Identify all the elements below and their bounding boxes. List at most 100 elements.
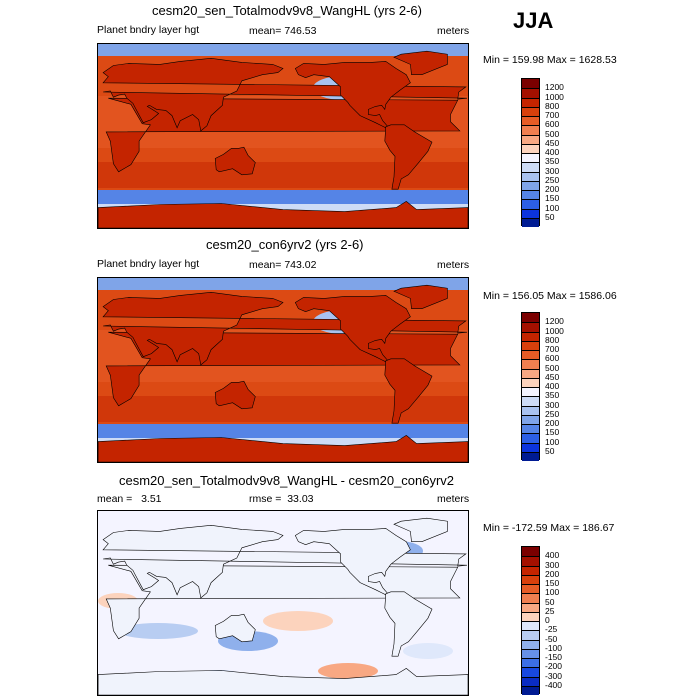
colorbar-tick-label: 200 xyxy=(545,184,560,194)
colorbar-tick-label: 700 xyxy=(545,344,560,354)
colorbar-tick-label: 150 xyxy=(545,578,560,588)
landmass-samerica xyxy=(384,124,433,190)
colorbar-tick-label: 700 xyxy=(545,110,560,120)
landmass-antarctica xyxy=(98,201,468,228)
colorbar-tick-label: 800 xyxy=(545,100,560,111)
colorbar-swatch xyxy=(522,574,539,584)
colorbar xyxy=(521,78,540,227)
landmass-greenland xyxy=(393,50,448,75)
colorbar-tick-label: 300 xyxy=(545,165,560,176)
mean-label: mean = 3.51 xyxy=(97,493,162,505)
colorbar-swatch xyxy=(522,630,539,640)
field-label: Planet bndry layer hgt xyxy=(97,258,200,270)
colorbar-swatch xyxy=(522,414,539,424)
colorbar-tick-label: 400 xyxy=(545,550,560,561)
landmass-namerica xyxy=(294,528,411,596)
landmass-eurasia xyxy=(102,524,468,599)
colorbar-swatch xyxy=(522,171,539,181)
colorbar-tick-label: 1200 xyxy=(545,82,564,93)
colorbar-tick-label: 250 xyxy=(545,174,560,185)
colorbar-swatch xyxy=(522,667,539,677)
minmax-label: Min = 156.05 Max = 1586.06 xyxy=(483,290,617,302)
colorbar-swatch xyxy=(522,405,539,415)
colorbar-tick-label: 450 xyxy=(545,137,560,148)
colorbar-swatch xyxy=(522,685,539,695)
colorbar-swatch xyxy=(522,125,539,135)
colorbar-swatch xyxy=(522,565,539,575)
colorbar-tick-label: 350 xyxy=(545,156,560,167)
world-map xyxy=(97,277,469,463)
colorbar-swatch xyxy=(522,340,539,350)
colorbar-tick-label: 400 xyxy=(545,147,560,157)
colorbar xyxy=(521,546,540,695)
colorbar-swatch xyxy=(522,199,539,209)
colorbar-tick-label: 500 xyxy=(545,128,560,139)
colorbar-tick-label: 1200 xyxy=(545,316,564,327)
colorbar-swatch xyxy=(522,208,539,218)
colorbar-tick-label: 0 xyxy=(545,615,550,625)
colorbar-tick-label: 150 xyxy=(545,193,560,204)
units-label: meters xyxy=(437,493,470,505)
landmass-greenland xyxy=(393,284,448,309)
mean-label: mean= 746.53 xyxy=(249,25,317,37)
colorbar-swatch xyxy=(522,162,539,172)
colorbar-swatch xyxy=(522,593,539,603)
colorbar-tick-label: -400 xyxy=(545,679,563,690)
colorbar-tick-label: 800 xyxy=(545,334,560,345)
rmse-label: rmse = 33.03 xyxy=(249,493,314,505)
landmass-namerica xyxy=(294,61,411,129)
landmass-eurasia xyxy=(102,291,468,366)
mean-label: mean= 743.02 xyxy=(249,259,317,271)
colorbar-tick-label: 400 xyxy=(545,381,560,391)
colorbar-swatch xyxy=(522,451,539,461)
colorbar-swatch xyxy=(522,106,539,116)
colorbar-swatch xyxy=(522,658,539,668)
colorbar-swatch xyxy=(522,584,539,594)
colorbar-swatch xyxy=(522,377,539,387)
colorbar-swatch xyxy=(522,648,539,658)
colorbar-swatch xyxy=(522,547,539,557)
colorbar-tick-label: 200 xyxy=(545,568,560,579)
map-canvas xyxy=(98,278,468,462)
minmax-label: Min = -172.59 Max = 186.67 xyxy=(483,522,615,534)
colorbar-tick-label: -300 xyxy=(545,670,563,681)
colorbar-swatch xyxy=(522,217,539,227)
world-map xyxy=(97,510,469,696)
colorbar-swatch xyxy=(522,359,539,369)
colorbar-tick-label: 250 xyxy=(545,408,560,419)
colorbar-tick-label: 350 xyxy=(545,390,560,401)
colorbar-tick-label: 100 xyxy=(545,587,560,598)
colorbar-tick-label: 1000 xyxy=(545,325,564,336)
colorbar-tick-label: 300 xyxy=(545,559,560,570)
field-label: Planet bndry layer hgt xyxy=(97,24,200,36)
colorbar-swatch xyxy=(522,313,539,323)
colorbar-swatch xyxy=(522,424,539,434)
colorbar-swatch xyxy=(522,116,539,126)
landmass-eurasia xyxy=(102,57,468,132)
colorbar-swatch xyxy=(522,97,539,107)
colorbar-tick-label: -150 xyxy=(545,652,563,662)
map-canvas xyxy=(98,44,468,228)
colorbar-tick-label: 600 xyxy=(545,353,560,364)
colorbar-swatch xyxy=(522,611,539,621)
world-map xyxy=(97,43,469,229)
colorbar-swatch xyxy=(522,396,539,406)
colorbar-tick-label: 200 xyxy=(545,418,560,428)
colorbar-swatch xyxy=(522,442,539,452)
landmass-australia xyxy=(214,613,256,643)
colorbar-tick-label: -100 xyxy=(545,642,563,653)
colorbar-tick-label: -25 xyxy=(545,624,558,635)
landmass-australia xyxy=(214,146,256,176)
colorbar-swatch xyxy=(522,143,539,153)
colorbar-swatch xyxy=(522,190,539,200)
colorbar-swatch xyxy=(522,639,539,649)
colorbar-swatch xyxy=(522,322,539,332)
colorbar-swatch xyxy=(522,556,539,566)
landmass-samerica xyxy=(384,591,433,657)
landmass-samerica xyxy=(384,358,433,424)
colorbar-tick-label: 500 xyxy=(545,362,560,373)
minmax-label: Min = 159.98 Max = 1628.53 xyxy=(483,54,617,66)
landmass-antarctica xyxy=(98,435,468,462)
colorbar-swatch xyxy=(522,368,539,378)
colorbar-swatch xyxy=(522,676,539,686)
